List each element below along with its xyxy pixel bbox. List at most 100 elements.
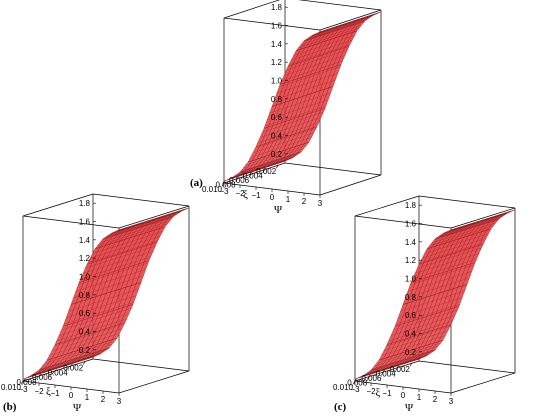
surface-gridline <box>436 217 501 238</box>
xi-tick-mark <box>262 169 265 173</box>
xi-tick-mark <box>395 367 398 371</box>
surface-gridline <box>410 264 475 285</box>
surface-gridline <box>22 357 94 380</box>
psi-axis-label: Ψ <box>274 204 283 216</box>
surface-gridline <box>70 282 142 305</box>
surface-gridline <box>378 340 444 361</box>
surface-gridline <box>58 313 130 336</box>
surface-gridline <box>393 309 458 331</box>
surface-gridline <box>274 79 336 101</box>
xi-tick-label: 0.006 <box>361 374 382 383</box>
xi-axis-label: ξ <box>375 387 380 399</box>
surface-gridline <box>231 157 293 179</box>
xi-tick-mark <box>381 371 384 376</box>
z-tick-label: 1.6 <box>79 218 91 227</box>
surface-gridline <box>99 220 170 243</box>
psi-tick-label: 3 <box>449 397 454 406</box>
z-tick-label: 0.2 <box>79 346 91 355</box>
surface-gridline <box>240 151 302 172</box>
surface-gridline <box>412 258 477 280</box>
surface-gridline <box>310 16 372 37</box>
psi-tick-label: −3 <box>219 187 229 196</box>
surface-gridline <box>56 318 127 342</box>
z-tick-label: 0.2 <box>405 348 417 357</box>
box-edge <box>223 17 321 31</box>
xi-tick-label: 0.002 <box>390 365 411 374</box>
z-tick-label: 0.4 <box>79 328 91 337</box>
surface-gridline <box>49 333 120 356</box>
surface-gridline <box>252 132 314 154</box>
surface-gridline <box>42 344 113 367</box>
surface-gridline <box>90 235 161 259</box>
xi-tick-label: 0.010 <box>1 383 22 392</box>
box-edge <box>354 215 452 229</box>
z-tick-label: 1.8 <box>405 201 417 210</box>
surface-gridline <box>405 277 470 299</box>
panel-label: (b) <box>3 401 17 413</box>
surface-gridline <box>271 86 334 107</box>
z-tick-label: 1.0 <box>79 273 91 282</box>
xi-tick-mark <box>366 376 370 380</box>
z-tick-label: 1.6 <box>405 220 417 229</box>
surface-gridline <box>102 217 173 240</box>
surface-gridline <box>291 39 353 61</box>
surface-gridline <box>374 346 439 367</box>
box-edge <box>319 174 382 196</box>
surface-gridline <box>371 349 436 370</box>
xi-tick-mark <box>221 182 225 187</box>
psi-tick-label: 1 <box>85 393 90 402</box>
xi-axis-label: ξ <box>46 386 51 398</box>
z-tick-label: 0.6 <box>405 311 417 320</box>
surface-gridline <box>450 209 516 230</box>
surface-gridline <box>44 341 115 364</box>
psi-axis-label: Ψ <box>405 402 414 414</box>
z-tick-label: 1.0 <box>405 275 417 284</box>
z-axis: 0.2 0.4 0.6 0.8 1.0 1.2 1.4 1.6 1.8 <box>271 3 288 159</box>
surface-gridline <box>235 154 298 176</box>
xi-tick-label: 0.008 <box>216 181 237 190</box>
surface-gridline <box>226 159 288 181</box>
surface-gridline <box>259 117 322 138</box>
psi-tick-label: 1 <box>286 195 291 204</box>
surface-gridline <box>85 245 156 269</box>
panel-label: (a) <box>190 177 203 189</box>
xi-tick-mark <box>409 363 413 367</box>
surface-gridline <box>286 49 348 71</box>
xi-tick-label: 0.008 <box>347 379 368 388</box>
box-edge <box>284 162 382 176</box>
psi-tick-label: 2 <box>101 395 106 404</box>
psi-axis: −3 −2 −1 0 1 2 3 <box>350 381 454 406</box>
xi-tick-label: 0.010 <box>202 185 223 194</box>
surface-gridline <box>39 347 110 370</box>
surface-gridline <box>267 99 329 120</box>
xi-axis-label: ξ <box>243 189 248 201</box>
box-edge <box>450 372 516 394</box>
psi-axis: −3 −2 −1 0 1 2 3 <box>18 381 122 406</box>
surface-gridline <box>383 330 448 352</box>
xi-tick-mark <box>67 366 70 370</box>
psi-tick-label: 2 <box>433 395 438 404</box>
surface-gridline <box>431 222 496 243</box>
surface-gridline <box>312 14 374 36</box>
psi-tick-label: 0 <box>69 391 74 400</box>
surface-gridline <box>281 60 343 82</box>
surface-gridline <box>109 212 180 235</box>
xi-tick-label: 0.006 <box>32 373 53 382</box>
z-tick-label: 1.8 <box>79 199 91 208</box>
surface-gridline <box>46 338 118 361</box>
surface-gridline <box>257 122 319 144</box>
surface-gridline <box>34 350 106 374</box>
psi-axis-label: Ψ <box>73 402 82 414</box>
z-axis: 0.2 0.4 0.6 0.8 1.0 1.2 1.4 1.6 1.8 <box>79 199 96 355</box>
surface-mesh <box>22 207 190 380</box>
box-edge <box>223 0 281 19</box>
z-tick-label: 1.4 <box>79 236 91 245</box>
surface-gridline <box>223 161 286 182</box>
surface-gridline <box>94 226 166 249</box>
surface-gridline <box>250 137 312 158</box>
psi-tick-label: 0 <box>401 391 406 400</box>
surface-gridline <box>25 355 96 379</box>
surface-gridline <box>111 210 182 234</box>
